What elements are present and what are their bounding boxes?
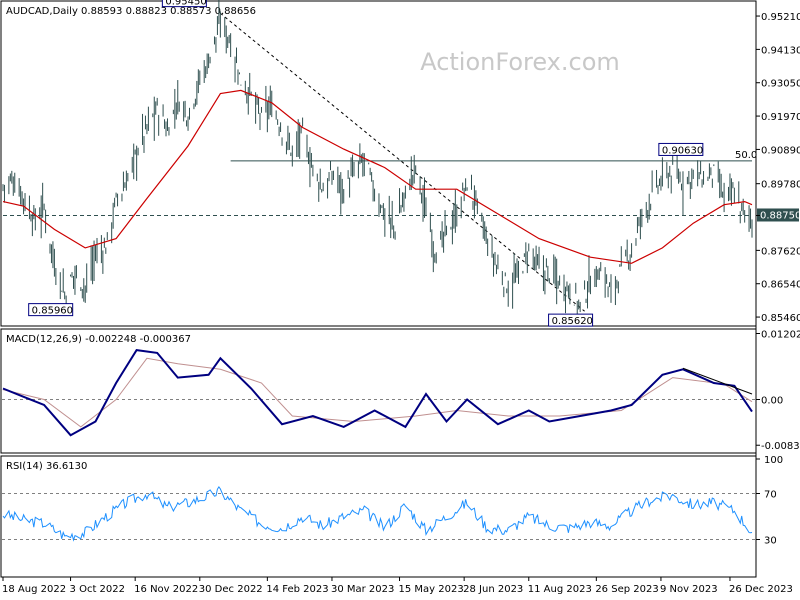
price-plot: 50.0 0.95450 0.85960 0.85620 0.90630 0.88750 0…	[2, 0, 800, 327]
macd-line	[2, 349, 753, 437]
price-y-tick-label: 0.89780	[761, 180, 800, 191]
price-annotation-label: 0.95450	[165, 0, 206, 8]
x-tick-label: 18 Aug 2022	[2, 584, 66, 595]
axes: 18 Aug 2022 3 Oct 2022 16 Nov 2022 30 Dec 2…	[2, 577, 793, 595]
x-tick-label: 14 Feb 2023	[266, 584, 328, 595]
price-y-tick-label: 0.95210	[761, 12, 800, 23]
price-y-tick-label: 0.90890	[761, 145, 800, 156]
price-trendline	[220, 12, 585, 312]
price-y-tick-label: 0.91970	[761, 112, 800, 123]
watermark: ActionForex.com	[420, 48, 620, 76]
price-annotation-box	[161, 0, 207, 8]
rsi-plot: 100 70 30	[2, 455, 783, 547]
rsi-y-tick-label: 100	[764, 455, 783, 466]
price-annotation-box	[548, 313, 594, 327]
current-price-box	[757, 208, 799, 222]
price-y-tick-label: 0.87620	[761, 246, 800, 257]
x-tick-label: 15 May 2023	[399, 584, 464, 595]
price-y-tick-label: 0.85460	[761, 313, 800, 324]
x-tick-label: 11 Aug 2023	[528, 584, 592, 595]
current-price-label: 0.88750	[760, 210, 800, 221]
x-tick-label: 16 Nov 2022	[134, 584, 198, 595]
price-y-tick-label: 0.94130	[761, 45, 800, 56]
x-tick-label: 9 Nov 2023	[660, 584, 718, 595]
x-tick-label: 26 Dec 2023	[729, 584, 793, 595]
x-tick-label: 28 Jun 2023	[463, 584, 523, 595]
rsi-y-tick-label: 30	[764, 536, 777, 547]
price-y-tick-label: 0.93050	[761, 79, 800, 90]
fib-label: 50.0	[735, 150, 757, 161]
rsi-header: RSI(14) 36.6130	[6, 461, 87, 472]
price-y-tick-label: 0.86540	[761, 280, 800, 291]
price-annotation-box	[658, 142, 704, 156]
macd-header: MACD(12,26,9) -0.002248 -0.000367	[6, 334, 191, 345]
price-annotation-label: 0.85620	[552, 316, 593, 327]
price-header: AUDCAD,Daily 0.88593 0.88823 0.88573 0.8…	[6, 6, 256, 17]
price-annotation-label: 0.85960	[32, 306, 73, 317]
x-tick-label: 3 Oct 2022	[70, 584, 125, 595]
macd-y-tick-label: 0.00	[761, 396, 783, 407]
price-annotation-label: 0.90630	[662, 145, 703, 156]
rsi-y-tick-label: 70	[764, 490, 777, 501]
macd-y-tick-label: -0.008331	[761, 441, 800, 452]
x-tick-label: 30 Dec 2022	[199, 584, 263, 595]
x-tick-label: 26 Sep 2023	[595, 584, 658, 595]
macd-trendline	[682, 367, 753, 395]
moving-average-line	[2, 89, 753, 264]
x-tick-label: 30 Mar 2023	[331, 584, 394, 595]
rsi-line	[2, 486, 753, 542]
macd-y-tick-label: 0.012028	[761, 329, 800, 340]
macd-plot: 0.012028 0.00 -0.008331	[2, 329, 800, 452]
price-annotation-box	[28, 303, 74, 317]
